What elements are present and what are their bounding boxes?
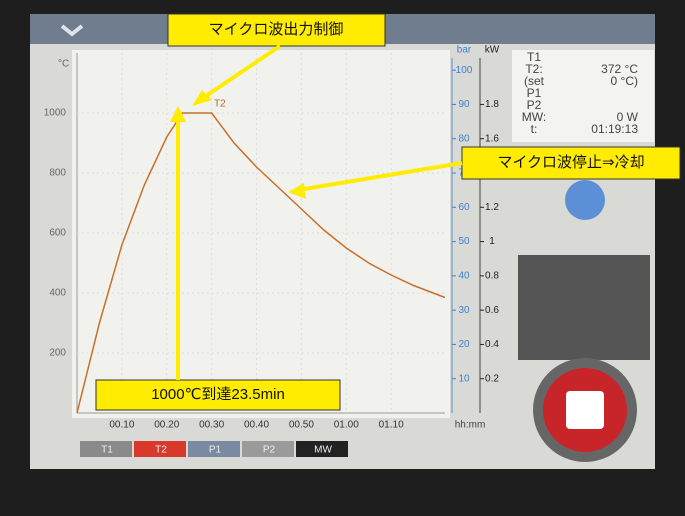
kw_axis-tick-label: 1.8 (485, 99, 499, 110)
y-tick-label: 1000 (44, 108, 67, 119)
x-tick-label: 00.30 (199, 420, 224, 431)
status-label: t: (531, 122, 538, 136)
status-indicator (565, 180, 605, 220)
kw_axis-tick-label: 0.2 (485, 373, 499, 384)
x-tick-label: 00.20 (154, 420, 179, 431)
legend-label: P2 (263, 445, 276, 456)
kw_axis-tick-label: 0.8 (485, 270, 499, 281)
y-tick-label: 600 (49, 228, 66, 239)
bar_axis-tick-label: 30 (458, 305, 470, 316)
y-tick-label: 400 (49, 288, 66, 299)
bar_axis-tick-label: 10 (458, 373, 470, 384)
page: {"chart_data": {"type": "line", "y_label… (0, 0, 685, 511)
kw_axis-tick-label: 0.6 (485, 305, 499, 316)
x-tick-label: 00.50 (289, 420, 314, 431)
bar_axis-tick-label: 80 (458, 133, 470, 144)
kw_axis-label: kW (485, 45, 500, 56)
legend-label: P1 (209, 445, 222, 456)
bar_axis-tick-label: 50 (458, 236, 470, 247)
peak-tag: T2 (214, 99, 226, 110)
bar_axis-label: bar (457, 45, 472, 56)
y-axis-label: °C (58, 59, 69, 70)
annotation: マイクロ波出力制御 (209, 21, 344, 38)
y-tick-label: 200 (49, 348, 66, 359)
bar_axis-tick-label: 20 (458, 339, 470, 350)
kw_axis-tick-label: 1.6 (485, 133, 499, 144)
x-tick-label: 01.10 (379, 420, 404, 431)
x-tick-label: 00.10 (109, 420, 134, 431)
annotation: マイクロ波停止⇒冷却 (497, 154, 644, 171)
kw_axis-tick-label: 0.4 (485, 339, 499, 350)
x-tick-label: 01.00 (334, 420, 359, 431)
status-value: 01:19:13 (591, 122, 638, 136)
y-tick-label: 800 (49, 168, 66, 179)
legend-label: T2 (155, 445, 167, 456)
legend-label: T1 (101, 445, 113, 456)
x-axis-label: hh:mm (455, 420, 486, 431)
bar_axis-tick-label: 100 (456, 65, 473, 76)
plot-area (72, 50, 450, 418)
kw_axis-tick-label: 1 (489, 236, 495, 247)
legend: T1 T2 P1 P2 MW (80, 441, 348, 457)
kw_axis-tick-label: 1.2 (485, 202, 499, 213)
x-tick-label: 00.40 (244, 420, 269, 431)
bar_axis-tick-label: 40 (458, 270, 470, 281)
screen-photo: °C hh:mm 200 400 600 800 1000 00.10 00.20 00.30 00… (0, 0, 685, 511)
bar_axis-tick-label: 60 (458, 202, 470, 213)
bar_axis-tick-label: 90 (458, 99, 470, 110)
legend-label: MW (314, 445, 332, 456)
annotation: 1000℃到達23.5min (151, 386, 285, 403)
camera-view (518, 255, 650, 360)
stop-icon (566, 391, 604, 429)
status-value: 0 °C) (611, 74, 638, 88)
